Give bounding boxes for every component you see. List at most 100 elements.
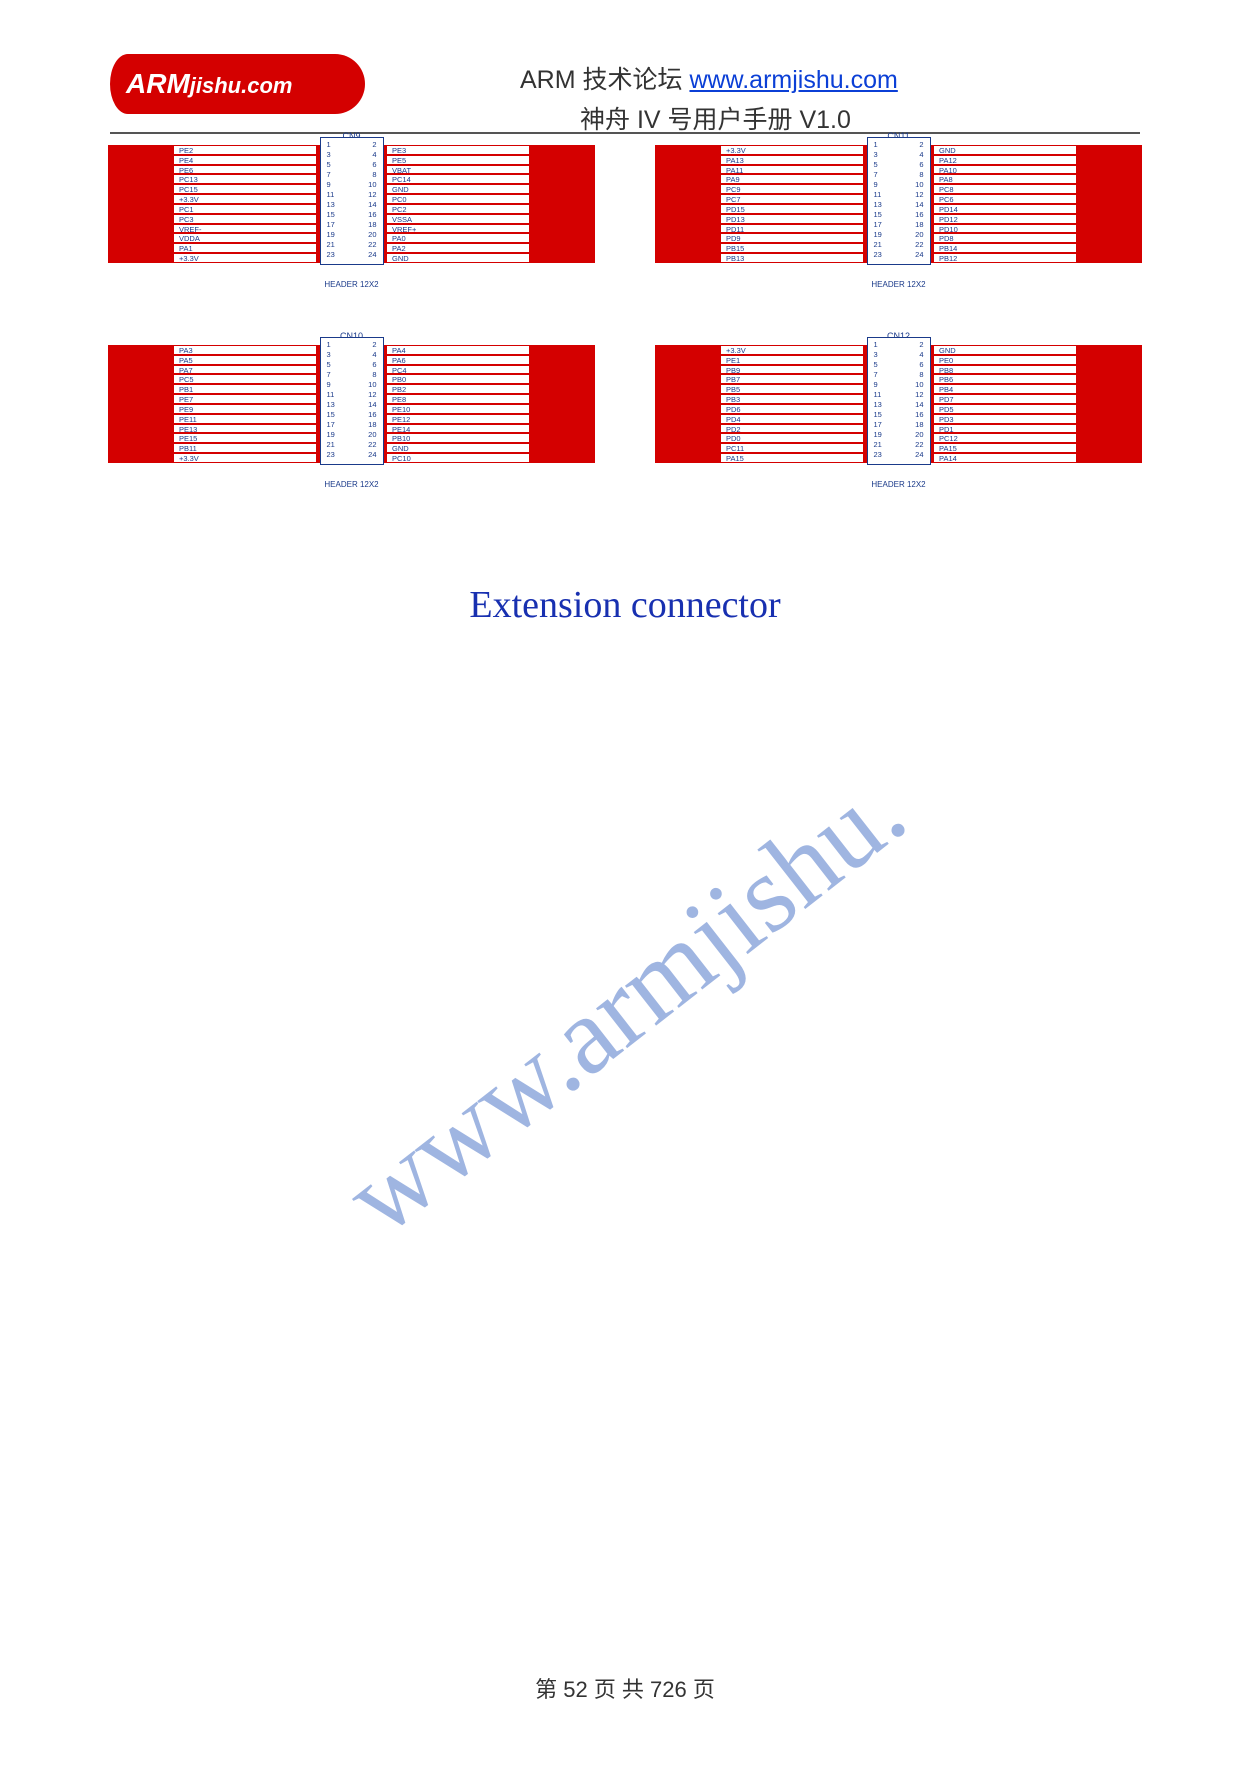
signal-label: VREF+ [387,224,529,234]
signal-label: +3.3V [174,453,316,463]
pin-row: 910 [868,180,930,190]
pin-row: 1920 [321,230,383,240]
signal-label: PC10 [387,453,529,463]
signal-label: +3.3V [721,345,863,355]
forum-link[interactable]: www.armjishu.com [689,66,897,94]
pin-row: 2324 [321,450,383,460]
signal-label: PC3 [174,214,316,224]
signal-label: PD0 [721,433,863,443]
pin-row: 12 [321,340,383,350]
signal-label: PB0 [387,374,529,384]
signal-label: PB5 [721,384,863,394]
connector-cn9: CN9PE2PE4PE6PC13PC15+3.3VPC1PC3VREF-VDDA… [108,145,595,275]
pin-row: 1920 [868,230,930,240]
pin-row: 2122 [868,240,930,250]
signal-label: PE10 [387,404,529,414]
signal-label: PA3 [174,345,316,355]
signal-label: PC8 [934,184,1076,194]
signal-label: PB12 [934,253,1076,263]
header-divider [110,132,1140,134]
right-signals: PA4PA6PC4PB0PB2PE8PE10PE12PE14PB10GNDPC1… [387,345,529,463]
signal-label: GND [387,184,529,194]
left-signals: PA3PA5PA7PC5PB1PE7PE9PE11PE13PE15PB11+3.… [174,345,316,463]
pin-row: 12 [868,340,930,350]
signal-label: PC12 [934,433,1076,443]
pin-row: 1920 [321,430,383,440]
manual-title: 神舟 IV 号用户手册 V1.0 [520,100,1140,136]
signal-label: PB10 [387,433,529,443]
logo-tail: jishu.com [190,73,293,98]
signal-label: PE11 [174,414,316,424]
signal-label: PE0 [934,355,1076,365]
signal-label: PA12 [934,155,1076,165]
signal-label: PD7 [934,394,1076,404]
pin-row: 2324 [321,250,383,260]
right-signals: GNDPE0PB8PB6PB4PD7PD5PD3PD1PC12PA15PA14 [934,345,1076,463]
signal-label: PD3 [934,414,1076,424]
pin-row: 78 [321,370,383,380]
signal-label: GND [934,145,1076,155]
signal-label: PA9 [721,174,863,184]
signal-label: PA8 [934,174,1076,184]
signal-label: PE7 [174,394,316,404]
page-header: ARM 技术论坛 www.armjishu.com 神舟 IV 号用户手册 V1… [520,60,1140,136]
pin-row: 1112 [321,190,383,200]
signal-label: PA11 [721,165,863,175]
signal-label: PA15 [934,443,1076,453]
signal-label: PA14 [934,453,1076,463]
pin-row: 78 [868,370,930,380]
signal-label: PA7 [174,365,316,375]
signal-label: PE12 [387,414,529,424]
signal-label: PE4 [174,155,316,165]
pin-row: 910 [321,380,383,390]
section-title: Extension connector [469,583,780,627]
pin-row: 1516 [868,410,930,420]
pin-row: 56 [321,160,383,170]
pin-row: 1112 [868,190,930,200]
pin-row: 34 [321,350,383,360]
signal-label: PB4 [934,384,1076,394]
connector-cn10: CN10PA3PA5PA7PC5PB1PE7PE9PE11PE13PE15PB1… [108,345,595,475]
signal-label: PD15 [721,204,863,214]
pin-row: 56 [868,160,930,170]
pin-row: 2324 [868,450,930,460]
right-signals: GNDPA12PA10PA8PC8PC6PD14PD12PD10PD8PB14P… [934,145,1076,263]
pin-row: 78 [868,170,930,180]
signal-label: PE1 [721,355,863,365]
signal-label: PE13 [174,424,316,434]
signal-label: VSSA [387,214,529,224]
pin-row: 2122 [321,240,383,250]
signal-label: PD10 [934,224,1076,234]
connector-footer: HEADER 12X2 [871,280,925,289]
pin-row: 1314 [321,200,383,210]
pin-row: 1718 [868,420,930,430]
signal-label: PB13 [721,253,863,263]
signal-label: PA4 [387,345,529,355]
signal-label: PA6 [387,355,529,365]
signal-label: PC14 [387,174,529,184]
signal-label: PD8 [934,233,1076,243]
signal-label: PE6 [174,165,316,175]
pin-row: 1920 [868,430,930,440]
pin-row: 1718 [321,420,383,430]
signal-label: PD2 [721,424,863,434]
pin-row: 1516 [868,210,930,220]
pin-row: 1718 [321,220,383,230]
pin-row: 1112 [868,390,930,400]
pin-row: 910 [868,380,930,390]
signal-label: PE14 [387,424,529,434]
signal-label: PE2 [174,145,316,155]
pin-row: 910 [321,180,383,190]
pin-row: 1112 [321,390,383,400]
pin-row: 12 [321,140,383,150]
signal-label: PB9 [721,365,863,375]
pin-row: 2324 [868,250,930,260]
pin-box: 123456789101112131415161718192021222324 [867,337,931,465]
pin-row: 34 [321,150,383,160]
signal-label: PE8 [387,394,529,404]
signal-label: PA0 [387,233,529,243]
signal-label: PB11 [174,443,316,453]
signal-label: PC1 [174,204,316,214]
pin-row: 2122 [321,440,383,450]
signal-label: PA15 [721,453,863,463]
